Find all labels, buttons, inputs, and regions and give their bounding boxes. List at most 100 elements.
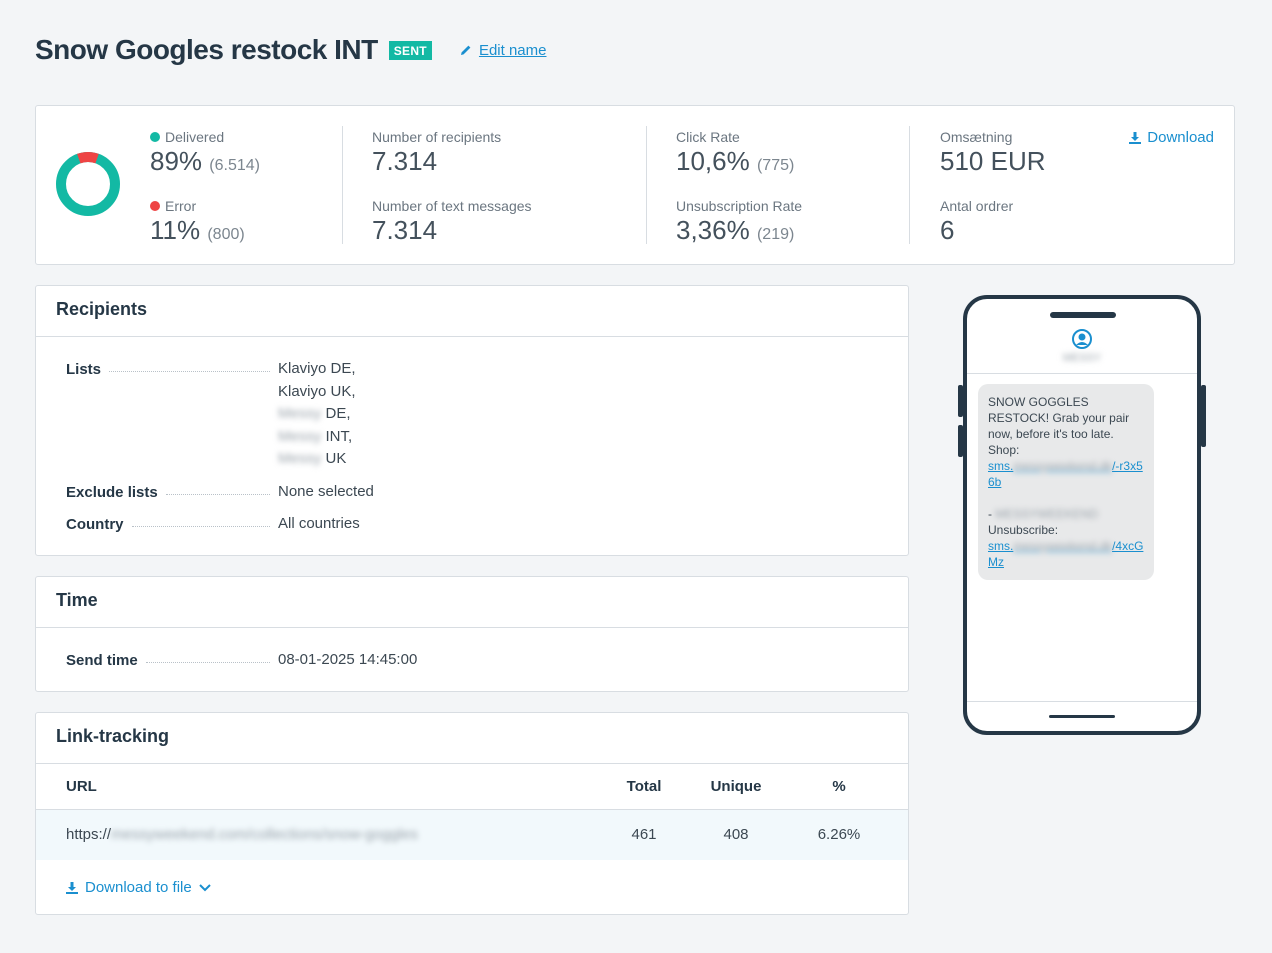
- column-url: URL: [36, 764, 596, 810]
- message-text: SNOW GOGGLES RESTOCK! Grab your pair now…: [988, 395, 1130, 457]
- page-title: Snow Googles restock INT: [35, 34, 378, 65]
- revenue-stat: Omsætning 510 EUR: [940, 129, 1046, 175]
- table-header-row: URL Total Unique %: [36, 764, 908, 810]
- download-to-file-button[interactable]: Download to file: [66, 879, 211, 896]
- donut-delivered-arc: [56, 152, 120, 216]
- country-value: All countries: [278, 515, 360, 532]
- link-tracking-table: URL Total Unique % https://messyweekend.…: [36, 764, 908, 860]
- recipients-value: 7.314: [372, 146, 438, 176]
- sender-line: - MESSYWEEKEND: [988, 507, 1099, 521]
- orders-stat: Antal ordrer 6: [940, 198, 1013, 244]
- send-time-value: 08-01-2025 14:45:00: [278, 651, 418, 668]
- list-item: Messy INT,: [278, 427, 353, 445]
- home-bar: [1049, 715, 1115, 718]
- page-header: Snow Googles restock INT SENT Edit name: [35, 34, 547, 66]
- phone-footer: [967, 701, 1197, 731]
- column-percent: %: [780, 764, 898, 810]
- delivered-stat: Delivered 89% (6.514): [150, 129, 260, 180]
- url-cell: https://messyweekend.com/collections/sno…: [66, 826, 418, 844]
- text-messages-value: 7.314: [372, 215, 438, 245]
- error-count: (800): [207, 226, 245, 243]
- column-unique: Unique: [692, 764, 780, 810]
- download-icon: [1129, 131, 1142, 144]
- divider: [909, 126, 910, 244]
- link-tracking-card: Link-tracking URL Total Unique % https:/…: [35, 712, 909, 915]
- error-percent: 11%: [150, 215, 201, 245]
- delivered-label: Delivered: [165, 129, 225, 145]
- lists-label: Lists: [66, 361, 102, 378]
- click-rate-count: (775): [756, 157, 795, 174]
- click-rate-value: 10,6%: [676, 146, 750, 176]
- orders-label: Antal ordrer: [940, 198, 1014, 214]
- sms-message-bubble: SNOW GOGGLES RESTOCK! Grab your pair now…: [978, 384, 1154, 580]
- recipients-card: Recipients Lists Klaviyo DE, Klaviyo UK,…: [35, 285, 909, 556]
- sender-name: MESSY: [1062, 352, 1102, 364]
- list-item: Klaviyo UK,: [278, 382, 356, 400]
- exclude-lists-row: Exclude lists None selected: [66, 483, 374, 504]
- shop-link[interactable]: sms.messyweekend.dk/-r3x56b: [988, 459, 1143, 489]
- time-card: Time Send time 08-01-2025 14:45:00: [35, 576, 909, 692]
- unsubscription-rate-count: (219): [756, 226, 795, 243]
- link-tracking-title: Link-tracking: [36, 713, 908, 764]
- phone-side-button: [958, 425, 963, 457]
- error-stat: Error 11% (800): [150, 198, 245, 249]
- recipients-title: Recipients: [36, 286, 908, 337]
- column-total: Total: [596, 764, 692, 810]
- avatar-icon: [1072, 329, 1092, 349]
- status-badge: SENT: [388, 40, 432, 60]
- edit-name-link[interactable]: Edit name: [460, 42, 547, 59]
- phone-header: MESSY: [967, 299, 1197, 374]
- chevron-down-icon: [199, 883, 211, 891]
- sms-phone-preview: MESSY SNOW GOGGLES RESTOCK! Grab your pa…: [958, 295, 1206, 735]
- orders-value: 6: [940, 215, 955, 245]
- send-time-row: Send time 08-01-2025 14:45:00: [66, 651, 418, 672]
- phone-side-button: [1201, 385, 1206, 447]
- country-label: Country: [66, 516, 124, 533]
- list-item: Klaviyo DE,: [278, 360, 356, 377]
- divider: [646, 126, 647, 244]
- unsubscribe-link[interactable]: sms.messyweekend.dk/4xcGMz: [988, 539, 1144, 569]
- percent-cell: 6.26%: [817, 826, 861, 844]
- unsubscription-rate-stat: Unsubscription Rate 3,36% (219): [676, 198, 802, 249]
- send-time-label: Send time: [66, 652, 138, 669]
- list-item: Messy DE,: [278, 405, 351, 422]
- phone-speaker: [1050, 312, 1116, 318]
- download-label: Download: [1147, 129, 1214, 146]
- download-button[interactable]: Download: [1129, 129, 1214, 146]
- delivery-donut-chart: [56, 152, 120, 216]
- lists-row: Lists Klaviyo DE, Klaviyo UK, Messy DE, …: [66, 358, 356, 471]
- time-title: Time: [36, 577, 908, 628]
- text-messages-stat: Number of text messages 7.314: [372, 198, 532, 244]
- exclude-lists-label: Exclude lists: [66, 484, 158, 501]
- recipients-stat: Number of recipients 7.314: [372, 129, 501, 175]
- error-label: Error: [165, 198, 197, 214]
- error-dot: [150, 201, 160, 211]
- pencil-icon: [460, 45, 471, 55]
- lists-values: Klaviyo DE, Klaviyo UK, Messy DE, Messy …: [278, 358, 356, 471]
- unsubscription-rate-value: 3,36%: [676, 215, 750, 245]
- total-cell: 461: [631, 826, 657, 844]
- unique-cell: 408: [723, 826, 749, 844]
- phone-side-button: [958, 385, 963, 417]
- country-row: Country All countries: [66, 515, 360, 536]
- download-icon: [66, 881, 78, 894]
- donut-error-arc: [56, 152, 120, 216]
- table-row: https://messyweekend.com/collections/sno…: [36, 809, 908, 860]
- click-rate-stat: Click Rate 10,6% (775): [676, 129, 794, 180]
- download-to-file-label: Download to file: [85, 879, 192, 896]
- stats-card: Delivered 89% (6.514) Error 11% (800) Nu…: [35, 105, 1235, 265]
- edit-name-label: Edit name: [478, 41, 547, 59]
- revenue-value: 510 EUR: [940, 146, 1046, 176]
- click-rate-label: Click Rate: [676, 129, 740, 145]
- unsubscribe-label: Unsubscribe:: [988, 523, 1059, 537]
- recipients-label: Number of recipients: [372, 129, 502, 145]
- delivered-count: (6.514): [209, 157, 260, 174]
- delivered-percent: 89%: [150, 146, 203, 176]
- exclude-lists-value: None selected: [278, 483, 374, 500]
- revenue-label: Omsætning: [940, 129, 1013, 145]
- list-item: Messy UK: [278, 450, 347, 467]
- delivered-dot: [150, 132, 160, 142]
- divider: [342, 126, 343, 244]
- text-messages-label: Number of text messages: [372, 198, 532, 214]
- unsubscription-rate-label: Unsubscription Rate: [676, 198, 803, 214]
